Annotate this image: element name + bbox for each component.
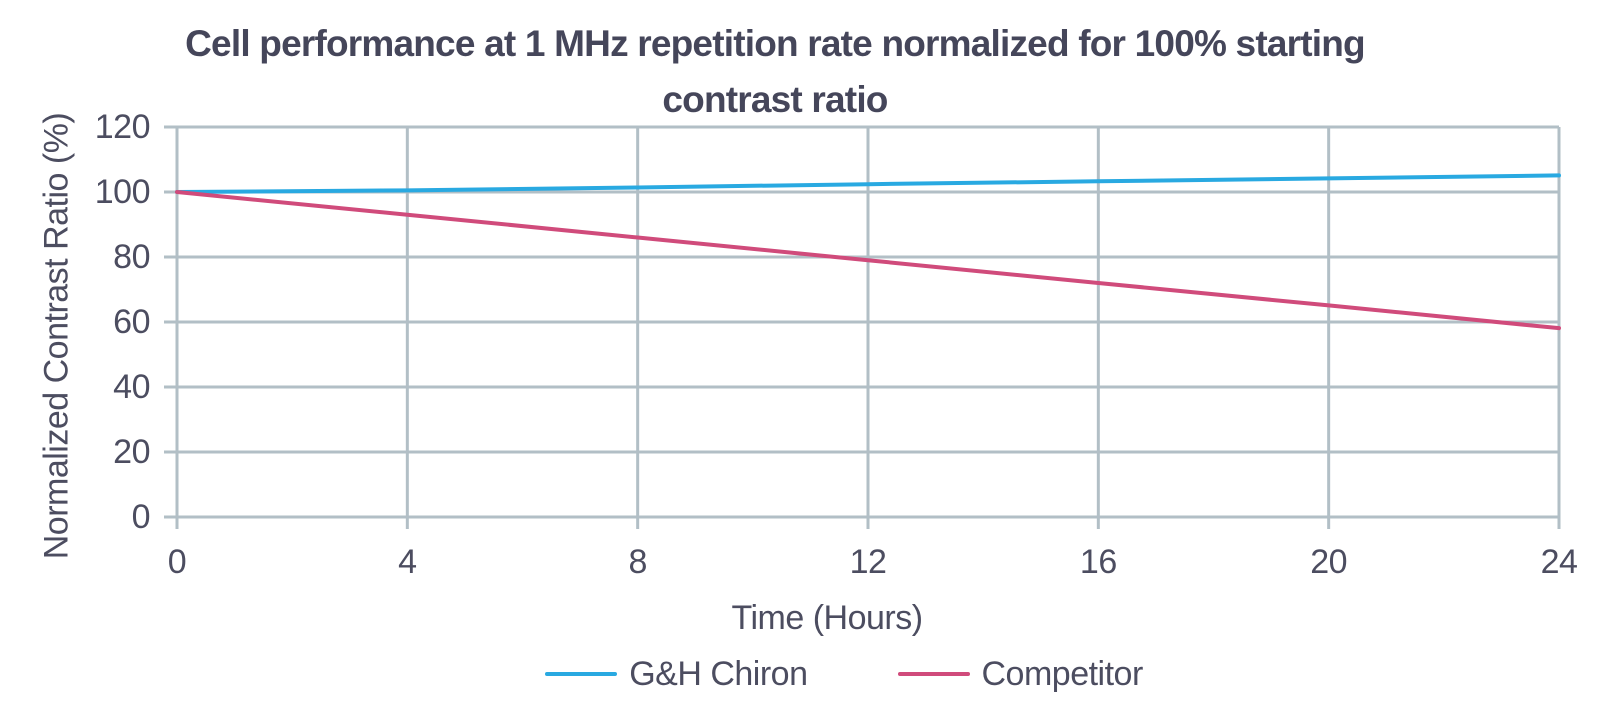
legend-label-gh-chiron: G&H Chiron	[629, 654, 808, 693]
x-tick-label: 8	[628, 543, 646, 581]
y-tick-label: 20	[113, 433, 150, 471]
y-tick-label: 80	[113, 238, 150, 276]
y-tick-label: 100	[95, 173, 150, 211]
legend-line-swatch-competitor	[897, 672, 970, 676]
x-tick-label: 0	[168, 543, 186, 581]
x-tick-label: 20	[1310, 543, 1347, 581]
x-tick-label: 16	[1080, 543, 1117, 581]
y-tick-label: 60	[113, 303, 150, 341]
legend: G&H Chiron Competitor	[42, 652, 1604, 696]
chart-title: Cell performance at 1 MHz repetition rat…	[120, 16, 1430, 128]
legend-item-competitor: Competitor	[897, 654, 1144, 694]
y-tick-label: 120	[95, 108, 150, 146]
legend-line-swatch-gh-chiron	[545, 672, 618, 676]
series-line-competitor	[175, 190, 1561, 331]
series-line-g-h-chiron	[175, 173, 1561, 194]
legend-item-gh-chiron: G&H Chiron	[545, 654, 808, 694]
chart-title-line2: contrast ratio	[662, 79, 888, 120]
legend-label-competitor: Competitor	[981, 654, 1144, 693]
x-tick-label: 12	[850, 543, 887, 581]
y-tick-label: 0	[132, 498, 150, 536]
x-tick-label: 4	[398, 543, 416, 581]
y-tick-label: 40	[113, 368, 150, 406]
x-tick-label: 24	[1541, 543, 1578, 581]
x-axis-title: Time (Hours)	[731, 599, 923, 637]
chart-title-line1: Cell performance at 1 MHz repetition rat…	[185, 23, 1366, 64]
